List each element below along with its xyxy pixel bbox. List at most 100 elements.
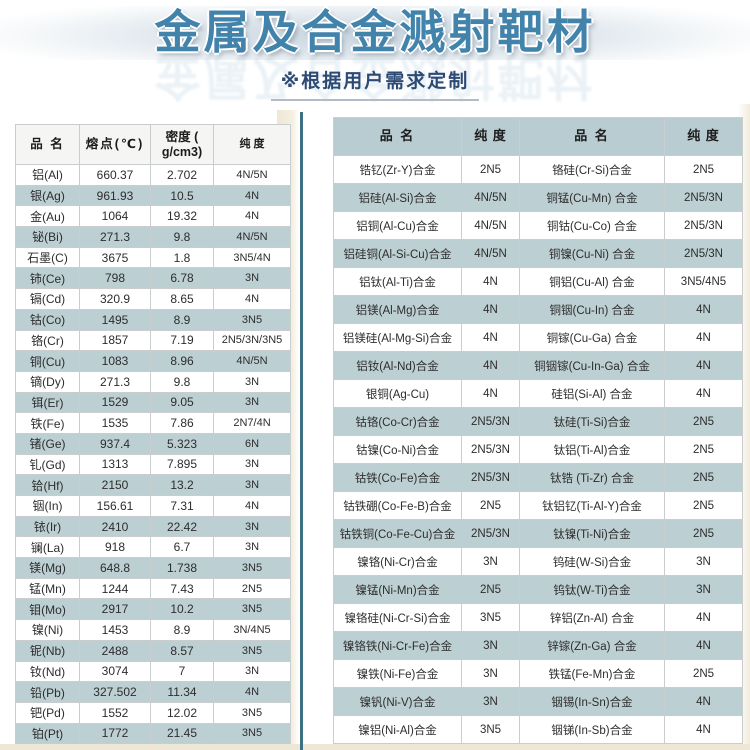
table-row: 镍铁(Ni-Fe)合金 3N 铁锰(Fe-Mn)合金 2N5 (333, 659, 743, 688)
column-header: 纯 度 (213, 124, 291, 165)
table-cell: 4N/5N (213, 350, 291, 372)
table-cell: 锌镓(Zn-Ga) 合金 (519, 631, 665, 660)
table-cell: 铝硅铜(Al-Si-Cu)合金 (333, 239, 462, 268)
table-cell: 铁(Fe) (15, 412, 80, 434)
column-header: 品 名 (333, 117, 462, 156)
table-cell: 6.78 (150, 267, 214, 290)
table-cell: 铌(Nb) (15, 639, 80, 662)
subtitle-wrap: ※根据用户需求定制 (0, 66, 750, 101)
table-cell: 镍锰(Ni-Mn)合金 (333, 575, 462, 604)
column-header: 纯 度 (664, 117, 743, 156)
table-cell: 3N (461, 659, 520, 688)
table-cell: 4N (461, 295, 520, 324)
table-cell: 327.502 (79, 681, 151, 703)
table-cell: 2N5/3N (461, 463, 520, 492)
table-cell: 铅(Pb) (15, 681, 80, 703)
table-cell: 3N (213, 474, 291, 496)
table-row: 镍铬(Ni-Cr)合金 3N 钨硅(W-Si)合金 3N (333, 547, 743, 576)
table-cell: 镍铬(Ni-Cr)合金 (333, 547, 462, 576)
table-cell: 铜铟镓(Cu-In-Ga) 合金 (519, 351, 665, 380)
table-cell: 3N (461, 547, 520, 576)
table-cell: 156.61 (79, 495, 151, 517)
table-cell: 2N5/3N (664, 239, 743, 268)
table-row: 钆(Gd) 1313 7.895 3N (15, 453, 291, 476)
table-row: 铝镁硅(Al-Mg-Si)合金 4N 铜镓(Cu-Ga) 合金 4N (333, 323, 743, 352)
table-cell: 铟锡(In-Sn)合金 (519, 687, 665, 716)
table-cell: 2N5/3N/3N5 (213, 329, 291, 352)
table-cell: 1313 (79, 453, 151, 476)
table-cell: 271.3 (79, 370, 151, 393)
table-cell: 3N (213, 536, 291, 559)
table-cell: 22.42 (150, 515, 214, 538)
table-cell: 钴铁铜(Co-Fe-Cu)合金 (333, 519, 462, 548)
table-cell: 3074 (79, 660, 151, 683)
table-cell: 11.34 (150, 681, 214, 703)
table-cell: 钛锆 (Ti-Zr) 合金 (519, 463, 665, 492)
table-cell: 5.323 (150, 432, 214, 455)
table-cell: 2410 (79, 515, 151, 538)
table-cell: 1495 (79, 308, 151, 331)
table-cell: 1083 (79, 350, 151, 372)
table-cell: 3N (213, 453, 291, 476)
table-row: 铈(Ce) 798 6.78 3N (15, 267, 291, 290)
table-cell: 7 (150, 660, 214, 683)
table-cell: 2N5 (664, 155, 743, 184)
table-cell: 2N5/3N (461, 435, 520, 464)
table-row: 铪(Hf) 2150 13.2 3N (15, 474, 291, 496)
table-cell: 3N5 (213, 598, 291, 621)
table-cell: 3N5 (213, 557, 291, 579)
table-cell: 铬硅(Cr-Si)合金 (519, 155, 665, 184)
table-row: 铝铜(Al-Cu)合金 4N/5N 铜钴(Cu-Co) 合金 2N5/3N (333, 211, 743, 240)
table-cell: 铒(Er) (15, 391, 80, 414)
table-cell: 2N5 (461, 575, 520, 604)
table-cell: 石墨(C) (15, 246, 80, 269)
table-cell: 镍钒(Ni-V)合金 (333, 687, 462, 716)
table-cell: 3N (213, 267, 291, 290)
column-header: 纯 度 (461, 117, 520, 156)
table-cell: 4N (664, 295, 743, 324)
table-cell: 钛铝(Ti-Al)合金 (519, 435, 665, 464)
table-row: 锆钇(Zr-Y)合金 2N5 铬硅(Cr-Si)合金 2N5 (333, 155, 743, 184)
table-cell: 918 (79, 536, 151, 559)
table-cell: 钛铝钇(Ti-Al-Y)合金 (519, 491, 665, 520)
table-cell: 铈(Ce) (15, 267, 80, 290)
table-row: 钴铁铜(Co-Fe-Cu)合金 2N5/3N 钛镍(Ti-Ni)合金 2N5 (333, 519, 743, 548)
table-cell: 7.31 (150, 495, 214, 517)
table-row: 锰(Mn) 1244 7.43 2N5 (15, 577, 291, 600)
table-cell: 648.8 (79, 557, 151, 579)
table-cell: 锰(Mn) (15, 577, 80, 600)
table-cell: 铟(In) (15, 495, 80, 517)
table-cell: 2N5 (664, 463, 743, 492)
table-cell: 4N (213, 184, 291, 207)
table-cell: 铁锰(Fe-Mn)合金 (519, 659, 665, 688)
table-cell: 4N/5N (461, 183, 520, 212)
table-cell: 3675 (79, 246, 151, 269)
table-cell: 2150 (79, 474, 151, 496)
table-cell: 锌铝(Zn-Al) 合金 (519, 603, 665, 632)
table-cell: 2N5 (461, 155, 520, 184)
table-cell: 12.02 (150, 701, 214, 724)
table-cell: 937.4 (79, 432, 151, 455)
table-row: 铜(Cu) 1083 8.96 4N/5N (15, 350, 291, 372)
table-cell: 9.8 (150, 226, 214, 248)
table-cell: 钛镍(Ti-Ni)合金 (519, 519, 665, 548)
table-cell: 4N/5N (213, 164, 291, 186)
table-cell: 2N5 (664, 519, 743, 548)
table-cell: 4N (664, 351, 743, 380)
table-cell: 4N (213, 495, 291, 517)
table-cell: 金(Au) (15, 205, 80, 228)
table-cell: 4N (461, 351, 520, 380)
table-row: 铟(In) 156.61 7.31 4N (15, 495, 291, 517)
table-cell: 1857 (79, 329, 151, 352)
alloys-purity-table: 品 名纯 度品 名纯 度锆钇(Zr-Y)合金 2N5 铬硅(Cr-Si)合金 2N5 铝… (333, 117, 743, 744)
table-row: 铌(Nb) 2488 8.57 3N5 (15, 639, 291, 662)
table-cell: 2917 (79, 598, 151, 621)
table-row: 镉(Cd) 320.9 8.65 4N (15, 288, 291, 310)
table-cell: 13.2 (150, 474, 214, 496)
table-cell: 8.9 (150, 308, 214, 331)
table-cell: 4N (461, 267, 520, 296)
table-cell: 2N5/3N (664, 183, 743, 212)
table-row: 钴镍(Co-Ni)合金 2N5/3N 钛铝(Ti-Al)合金 2N5 (333, 435, 743, 464)
table-cell: 铟锑(In-Sb)合金 (519, 715, 665, 744)
table-row: 铅(Pb) 327.502 11.34 4N (15, 681, 291, 703)
